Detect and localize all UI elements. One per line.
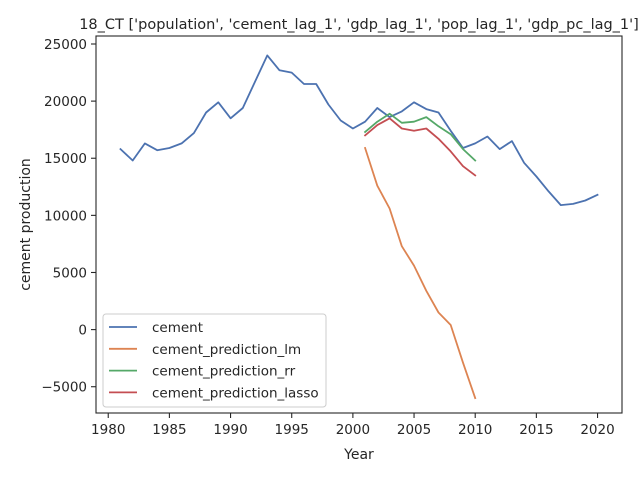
legend-label: cement_prediction_lm: [152, 342, 301, 358]
y-tick-label: 0: [78, 323, 87, 339]
x-tick-label: 1995: [275, 422, 309, 438]
y-tick-label: 5000: [53, 265, 87, 281]
legend-box: [102, 313, 327, 408]
x-tick-label: 2005: [397, 422, 431, 438]
legend-label: cement: [152, 320, 203, 336]
chart-title: 18_CT ['population', 'cement_lag_1', 'gd…: [79, 17, 639, 33]
x-tick-label: 1985: [152, 422, 186, 438]
series-line-cement-prediction-lm: [363, 146, 477, 400]
y-tick-label: −5000: [41, 380, 87, 396]
axes-frame: [95, 35, 623, 414]
x-tick-label: 1980: [91, 422, 125, 438]
x-tick-label: 1990: [213, 422, 247, 438]
y-axis: −5000 0 5000 10000 15000 20000 25000: [41, 37, 96, 396]
legend-label: cement_prediction_rr: [152, 364, 296, 380]
y-tick-label: 15000: [44, 151, 87, 167]
x-axis: 1980 1985 1990 1995 2000 2005 2010 2015 2020: [91, 413, 615, 438]
x-tick-label: 2000: [336, 422, 370, 438]
series-line-cement: [119, 54, 599, 207]
legend-label: cement_prediction_lasso: [152, 385, 319, 401]
y-tick-label: 10000: [44, 208, 87, 224]
series-line-cement-prediction-lasso: [363, 117, 477, 177]
y-tick-label: 25000: [44, 37, 87, 53]
x-axis-label: Year: [343, 447, 374, 463]
series-line-cement-prediction-rr: [363, 112, 477, 162]
plot-lines: [119, 54, 599, 400]
legend: cement cement_prediction_lm cement_predict…: [102, 313, 327, 408]
x-tick-label: 2020: [580, 422, 614, 438]
x-tick-label: 2015: [519, 422, 553, 438]
x-tick-label: 2010: [458, 422, 492, 438]
y-tick-label: 20000: [44, 94, 87, 110]
y-axis-label: cement production: [18, 158, 34, 291]
